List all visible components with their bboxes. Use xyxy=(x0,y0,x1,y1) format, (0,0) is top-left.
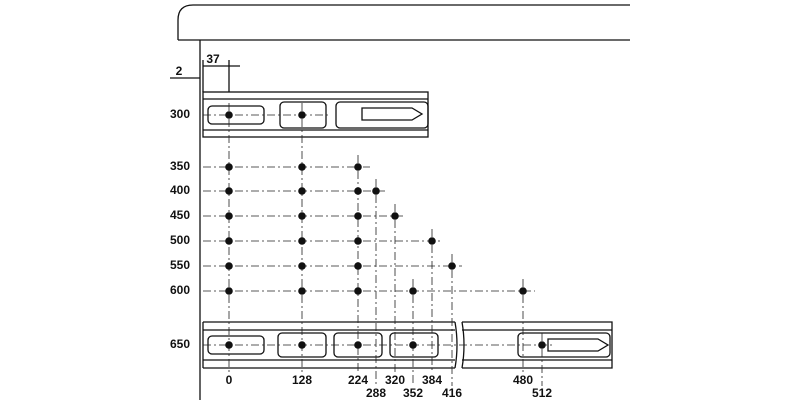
hole xyxy=(538,341,546,349)
cabinet-top xyxy=(177,4,630,41)
dimension-label: 2 xyxy=(176,64,183,78)
column-label: 128 xyxy=(292,373,312,387)
row-label: 350 xyxy=(170,159,190,173)
hole xyxy=(298,111,306,119)
column-label: 512 xyxy=(532,386,552,400)
hole xyxy=(225,111,233,119)
dimension-marks xyxy=(170,60,240,92)
top-rail xyxy=(202,91,429,138)
hole xyxy=(354,341,362,349)
row-label: 300 xyxy=(170,107,190,121)
hole xyxy=(298,341,306,349)
hole xyxy=(354,187,362,195)
hole xyxy=(391,212,399,220)
hole xyxy=(225,262,233,270)
hole xyxy=(298,212,306,220)
dimension-label: 37 xyxy=(206,52,220,66)
column-label: 0 xyxy=(226,373,233,387)
row-label: 600 xyxy=(170,283,190,297)
column-label: 384 xyxy=(422,373,442,387)
hole xyxy=(354,287,362,295)
column-label: 416 xyxy=(442,386,462,400)
row-label: 400 xyxy=(170,183,190,197)
hole xyxy=(225,163,233,171)
hole xyxy=(354,212,362,220)
hole xyxy=(225,212,233,220)
hole xyxy=(298,187,306,195)
hole xyxy=(298,262,306,270)
hole xyxy=(225,341,233,349)
hole xyxy=(409,341,417,349)
hole xyxy=(225,187,233,195)
hole xyxy=(354,262,362,270)
column-label: 288 xyxy=(366,386,386,400)
row-label: 450 xyxy=(170,208,190,222)
column-label: 224 xyxy=(348,373,368,387)
hole xyxy=(225,287,233,295)
column-label: 480 xyxy=(513,373,533,387)
hole xyxy=(298,287,306,295)
hole xyxy=(409,287,417,295)
row-label: 550 xyxy=(170,258,190,272)
hole xyxy=(298,163,306,171)
hole xyxy=(372,187,380,195)
hole xyxy=(225,237,233,245)
hole xyxy=(354,163,362,171)
hole xyxy=(354,237,362,245)
hole xyxy=(428,237,436,245)
hole xyxy=(519,287,527,295)
row-label: 650 xyxy=(170,337,190,351)
column-label: 352 xyxy=(403,386,423,400)
hole xyxy=(448,262,456,270)
row-label: 500 xyxy=(170,233,190,247)
column-label: 320 xyxy=(385,373,405,387)
hole xyxy=(298,237,306,245)
